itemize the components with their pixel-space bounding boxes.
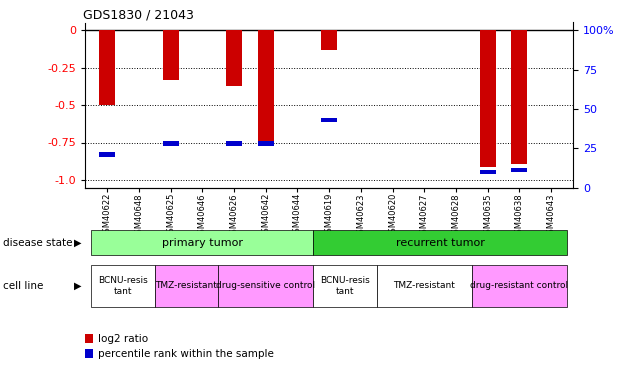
Text: BCNU-resis
tant: BCNU-resis tant bbox=[320, 276, 370, 296]
Bar bbox=[258, 30, 273, 142]
Bar bbox=[512, 168, 527, 172]
Bar bbox=[321, 30, 337, 50]
Bar bbox=[258, 141, 273, 146]
Text: percentile rank within the sample: percentile rank within the sample bbox=[98, 349, 274, 358]
Bar bbox=[377, 265, 472, 307]
Bar bbox=[313, 265, 377, 307]
Bar bbox=[100, 30, 115, 105]
Bar bbox=[480, 30, 496, 166]
Bar bbox=[218, 265, 313, 307]
Bar bbox=[226, 141, 242, 146]
Bar bbox=[155, 265, 218, 307]
Bar bbox=[480, 170, 496, 174]
Text: drug-sensitive control: drug-sensitive control bbox=[216, 281, 316, 290]
Bar bbox=[100, 152, 115, 157]
Text: TMZ-resistant: TMZ-resistant bbox=[393, 281, 455, 290]
Bar bbox=[163, 141, 178, 146]
Text: ▶: ▶ bbox=[74, 281, 81, 291]
Text: drug-resistant control: drug-resistant control bbox=[471, 281, 568, 290]
Bar bbox=[512, 30, 527, 164]
Bar bbox=[91, 230, 313, 255]
Bar bbox=[321, 118, 337, 122]
Bar bbox=[472, 265, 567, 307]
Bar bbox=[313, 230, 567, 255]
Bar bbox=[91, 265, 155, 307]
Text: BCNU-resis
tant: BCNU-resis tant bbox=[98, 276, 148, 296]
Text: TMZ-resistant: TMZ-resistant bbox=[156, 281, 217, 290]
Text: log2 ratio: log2 ratio bbox=[98, 334, 149, 344]
Text: primary tumor: primary tumor bbox=[162, 238, 243, 248]
Bar bbox=[226, 30, 242, 86]
Text: disease state: disease state bbox=[3, 238, 72, 248]
Text: GDS1830 / 21043: GDS1830 / 21043 bbox=[83, 8, 193, 21]
Text: ▶: ▶ bbox=[74, 238, 81, 248]
Text: cell line: cell line bbox=[3, 281, 43, 291]
Bar bbox=[163, 30, 178, 80]
Text: recurrent tumor: recurrent tumor bbox=[396, 238, 484, 248]
